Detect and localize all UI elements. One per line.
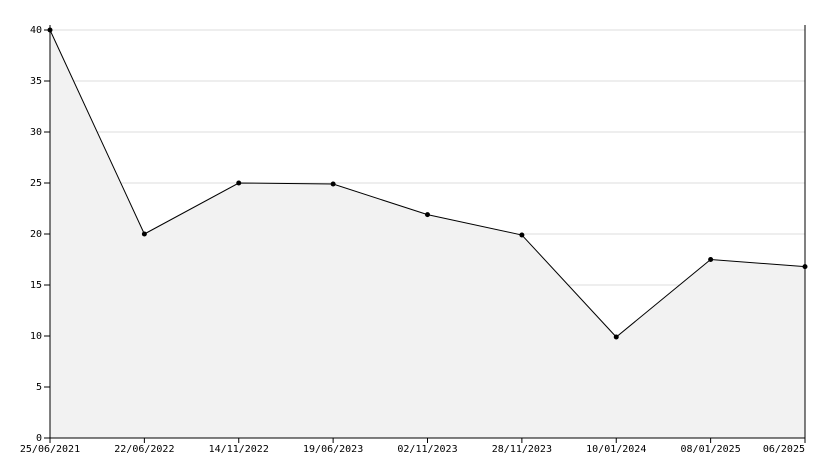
point	[236, 180, 242, 186]
y-tick-label: 5	[36, 382, 42, 393]
y-tick-label: 10	[30, 331, 42, 342]
y-tick-label: 0	[36, 433, 42, 444]
x-tick-label: 06/2025	[763, 444, 805, 455]
point	[613, 334, 619, 340]
y-tick-label: 25	[30, 178, 42, 189]
y-tick-label: 20	[30, 229, 42, 240]
point	[708, 257, 714, 262]
x-tick-label: 25/06/2021	[20, 444, 80, 455]
point	[425, 212, 430, 218]
area-fill	[50, 30, 805, 438]
x-tick-label: 14/11/2022	[209, 444, 269, 455]
point	[330, 181, 336, 187]
y-tick-label: 40	[30, 25, 42, 36]
x-tick-label: 10/01/2024	[586, 444, 646, 455]
x-tick-label: 02/11/2023	[397, 444, 457, 455]
y-tick-label: 35	[30, 76, 42, 87]
point	[519, 232, 525, 238]
x-tick-label: 19/06/2023	[303, 444, 363, 455]
x-tick-label: 28/11/2023	[492, 444, 552, 455]
x-tick-label: 08/01/2025	[681, 444, 741, 455]
point	[141, 231, 147, 237]
y-tick-label: 30	[30, 127, 42, 138]
x-tick-label: 22/06/2022	[114, 444, 174, 455]
y-tick-label: 15	[30, 280, 42, 291]
